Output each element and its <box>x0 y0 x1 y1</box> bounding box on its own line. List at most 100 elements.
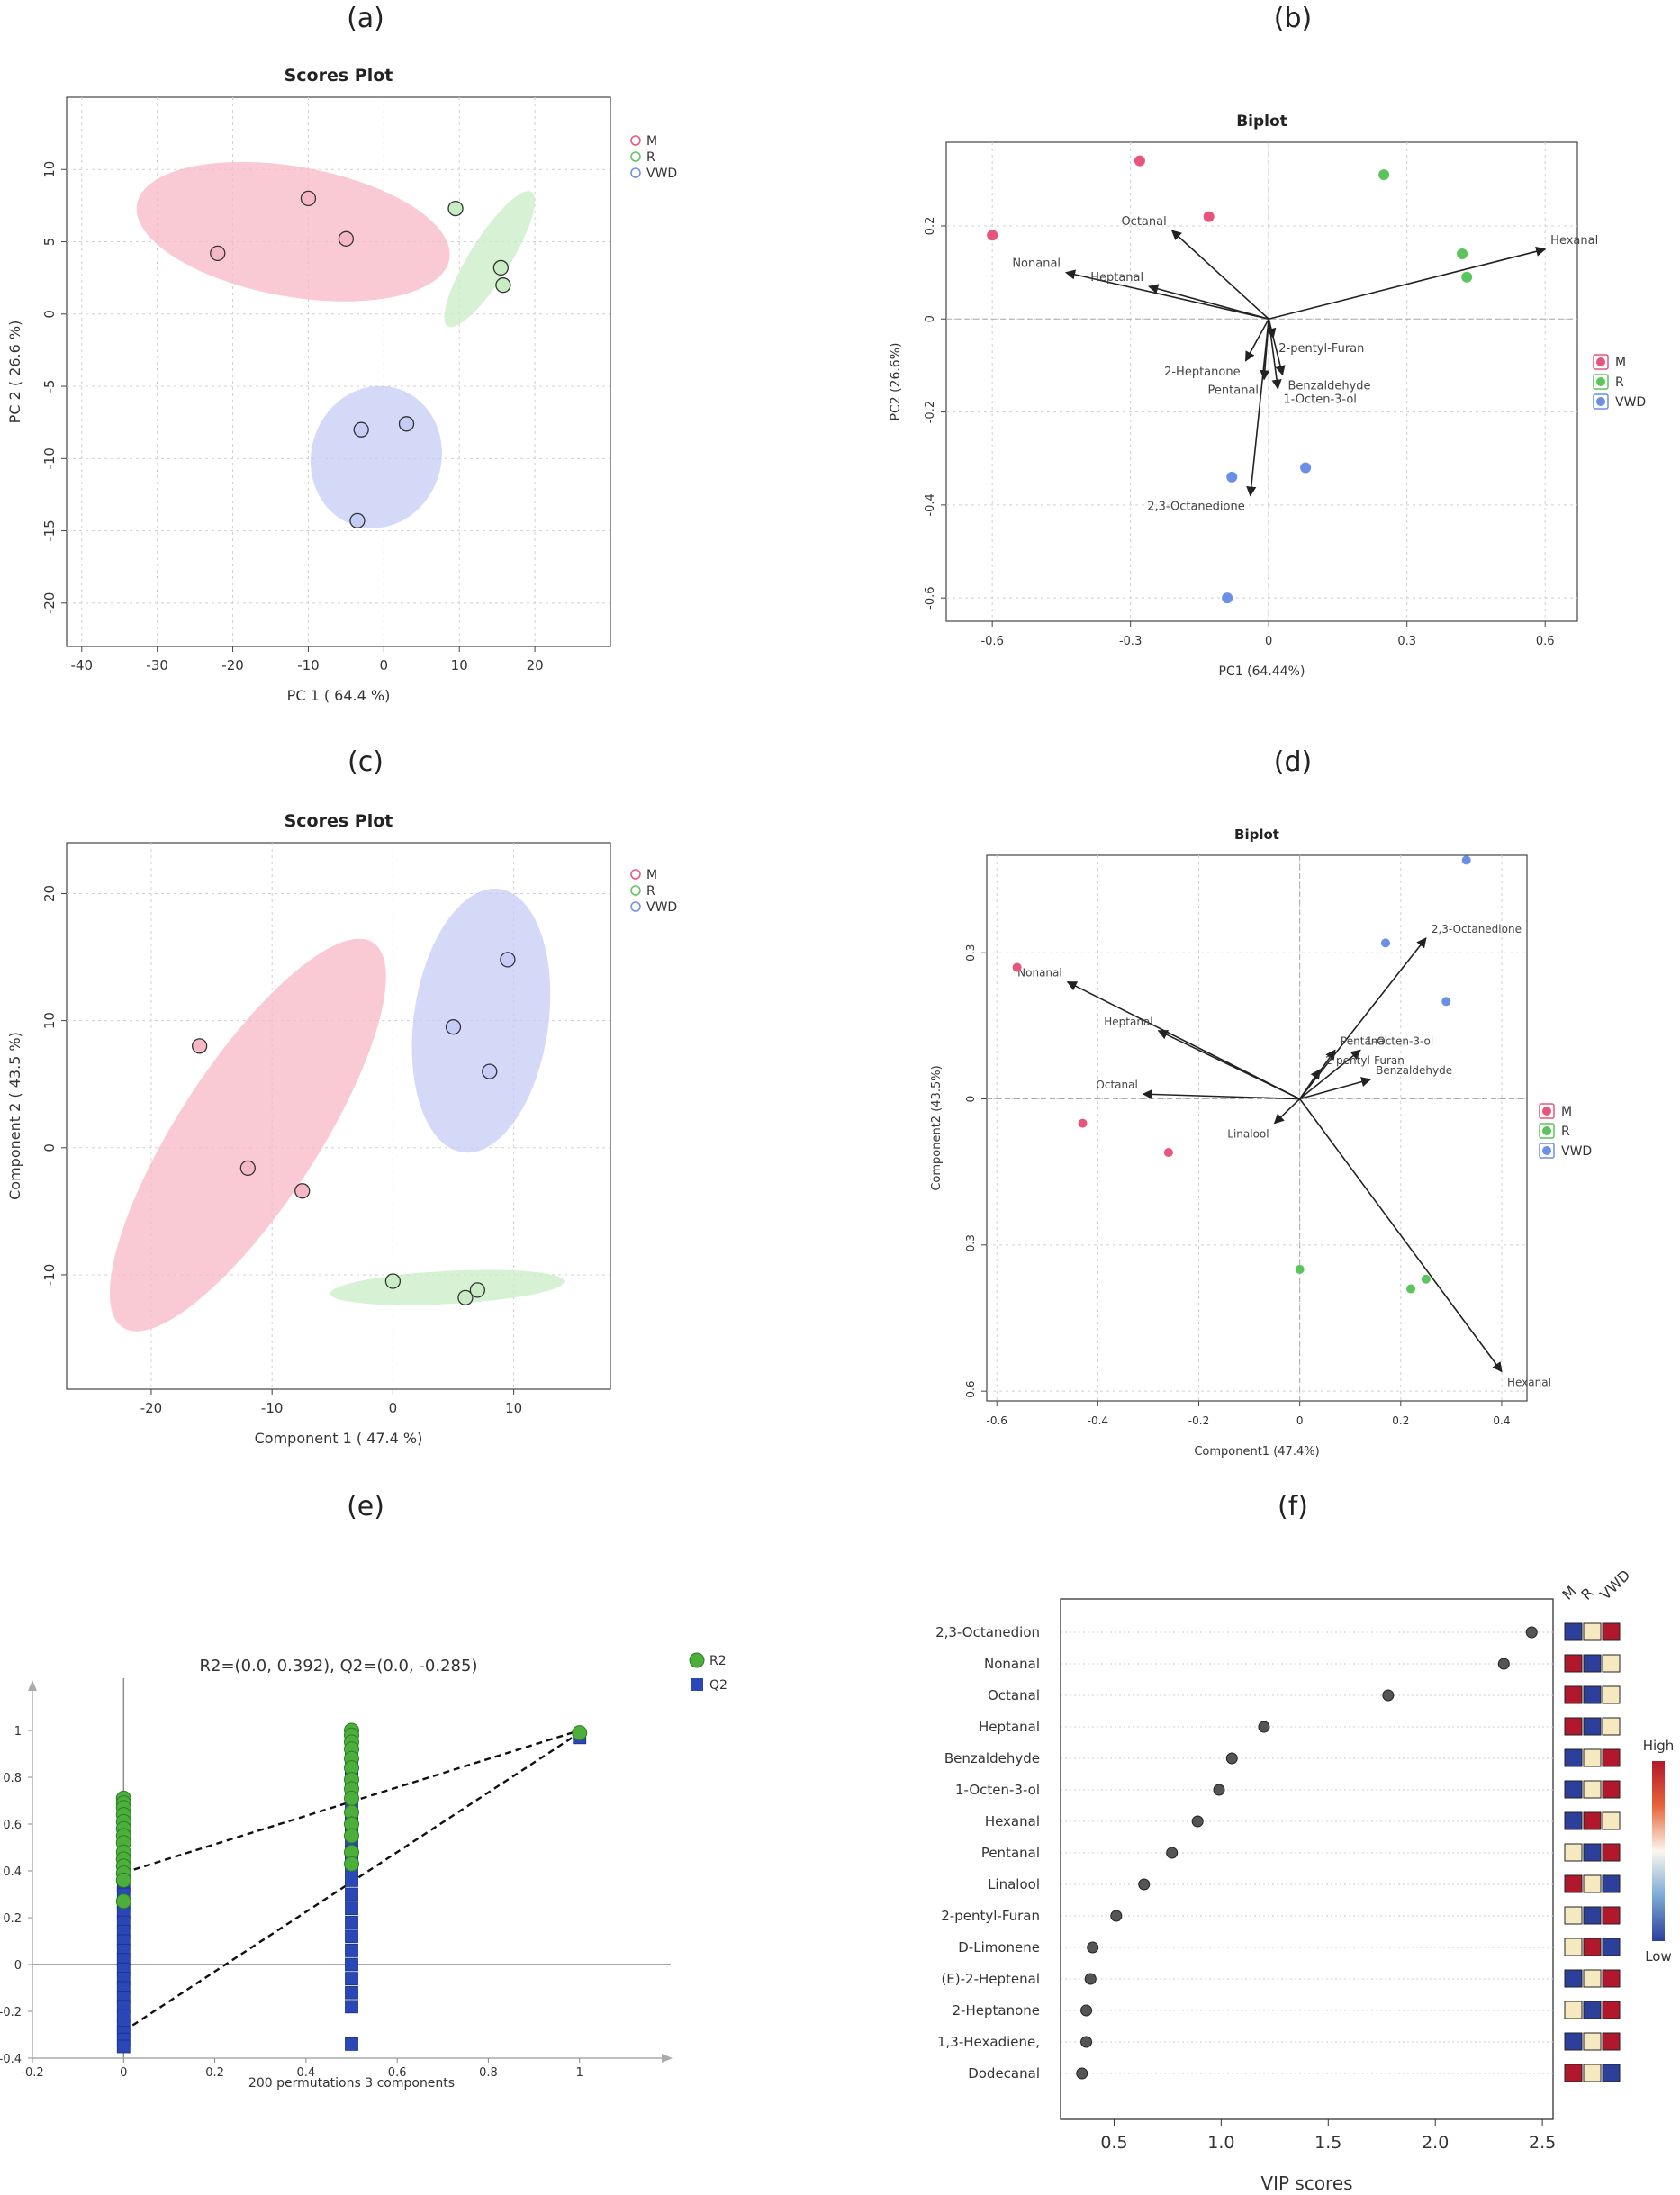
vip-point <box>1087 1941 1099 1954</box>
loading-arrow <box>1273 1098 1301 1125</box>
x-tick-label: 0.6 <box>1536 635 1555 648</box>
x-tick-label: -0.6 <box>987 1414 1007 1427</box>
heatmap-column-label: M <box>1558 1583 1579 1603</box>
feature-label: 2-pentyl-Furan <box>941 1908 1040 1924</box>
loading-arrow <box>1268 319 1282 390</box>
y-tick-label: -20 <box>41 592 58 615</box>
x-axis-label: 200 permutations 3 components <box>248 2076 455 2091</box>
heat-cell <box>1564 2001 1583 2019</box>
r2-point <box>115 1872 131 1888</box>
loading-arrow <box>1299 1069 1321 1099</box>
data-point-R <box>1295 1264 1305 1274</box>
legend-label-M: M <box>646 134 657 149</box>
legend-label-R: R <box>646 884 655 899</box>
heat-cell <box>1564 1780 1583 1799</box>
heat-cell <box>1602 1748 1621 1767</box>
colorbar-low-label: Low <box>1645 1948 1672 1965</box>
heat-cell <box>1564 1717 1583 1736</box>
x-axis-label: VIP scores <box>1260 2172 1352 2194</box>
chart-e-permutation-test: R2=(0.0, 0.392), Q2=(0.0, -0.285) 1 0.8 0.6… <box>0 1652 727 2091</box>
legend-dot-VWD <box>1596 397 1605 406</box>
feature-label: 1,3-Hexadiene, <box>937 2034 1040 2050</box>
x-tick-label: -40 <box>71 657 94 673</box>
legend-label-R: R <box>646 150 655 165</box>
y-tick-label: 0 <box>924 315 937 322</box>
data-point-VWD <box>1380 938 1390 948</box>
q2-point <box>345 1957 358 1972</box>
data-point-R <box>447 200 464 217</box>
q2-point <box>345 1943 358 1957</box>
x-tick-label: 0.5 <box>1100 2133 1127 2153</box>
legend-dot-M <box>1596 357 1605 366</box>
heat-cell <box>1602 1780 1621 1799</box>
confidence-ellipse-VWD <box>411 889 551 1153</box>
legend-label-VWD: VWD <box>646 167 677 181</box>
data-point-VWD <box>353 421 369 438</box>
heat-cell <box>1564 1811 1583 1830</box>
heat-cell <box>1602 1938 1621 1956</box>
heat-cell <box>1602 1969 1621 1988</box>
heat-cell <box>1602 1811 1621 1830</box>
y-tick-label: -10 <box>41 1264 58 1287</box>
legend-label-VWD: VWD <box>1615 395 1646 410</box>
loading-label: 1-Octen-3-ol <box>1283 393 1357 407</box>
chart-f-vip-scores: 2,3-Octanedion Nonanal Octanal Heptanal Benz… <box>935 1567 1674 2194</box>
x-tick-label: 10 <box>505 1400 522 1416</box>
heat-cell <box>1564 1906 1583 1925</box>
heat-cell <box>1602 1717 1621 1736</box>
x-tick-label: -30 <box>146 657 168 673</box>
data-point-VWD <box>398 416 415 432</box>
heat-cell <box>1583 1874 1602 1893</box>
vip-point <box>1076 2067 1088 2080</box>
loading-arrow <box>1148 284 1269 321</box>
heat-cell <box>1583 2001 1602 2019</box>
heat-cell <box>1583 1748 1602 1767</box>
loading-label: Heptanal <box>1090 271 1143 285</box>
feature-label: Linalool <box>988 1876 1040 1892</box>
y-tick-label: 1 <box>14 1725 22 1739</box>
x-tick-label: 0 <box>1265 635 1272 648</box>
heat-cell <box>1583 1654 1602 1673</box>
legend-marker-VWD <box>630 901 641 912</box>
y-tick-label: 0.8 <box>3 1772 22 1785</box>
data-point-VWD <box>1222 592 1233 604</box>
x-tick-label: 0.2 <box>205 2066 224 2080</box>
heat-cell <box>1602 1654 1621 1673</box>
y-tick-label: 5 <box>41 238 58 247</box>
x-axis-label: PC 1 ( 64.4 %) <box>287 687 391 704</box>
loading-label: 2-pentyl-Furan <box>1278 342 1364 356</box>
x-axis-label: Component1 (47.4%) <box>1194 1445 1319 1459</box>
loading-arrow <box>1299 1077 1372 1100</box>
data-point-M <box>1078 1118 1088 1128</box>
data-point-VWD <box>1441 997 1451 1007</box>
data-point-R <box>1421 1274 1431 1284</box>
x-tick-label: -0.2 <box>21 2066 43 2080</box>
y-tick-label: -10 <box>41 447 58 470</box>
loading-arrow <box>1066 980 1301 1100</box>
loading-label: Heptanal <box>1104 1016 1152 1028</box>
y-axis-label: PC2 (26.6%) <box>889 343 903 421</box>
panel-label-e: (e) <box>347 1491 384 1522</box>
loading-arrow <box>1299 937 1427 1100</box>
y-tick-label: 10 <box>41 161 58 178</box>
plot-frame <box>986 854 1528 1402</box>
x-tick-label: 1.5 <box>1314 2133 1341 2153</box>
data-point-R <box>1457 248 1468 259</box>
feature-label: Nonanal <box>984 1656 1040 1672</box>
x-tick-label: 0.6 <box>388 2066 407 2080</box>
heat-cell <box>1583 1622 1602 1641</box>
legend-label-R: R <box>1561 1125 1570 1139</box>
data-point-R <box>495 277 511 294</box>
data-point-M <box>239 1160 256 1177</box>
data-point-R <box>457 1289 474 1306</box>
loading-label: 1-Octen-3-ol <box>1366 1034 1433 1047</box>
chart-title: R2=(0.0, 0.392), Q2=(0.0, -0.285) <box>200 1657 478 1676</box>
heat-cell <box>1564 1969 1583 1988</box>
r2-point <box>344 1828 359 1844</box>
x-axis-arrow <box>662 2054 673 2063</box>
chart-title: Biplot <box>1234 827 1279 843</box>
feature-label: Dodecanal <box>968 2065 1040 2082</box>
panel-label-d: (d) <box>1274 746 1312 778</box>
heatmap-column-label: VWD <box>1596 1567 1633 1603</box>
data-point-M <box>210 245 226 262</box>
